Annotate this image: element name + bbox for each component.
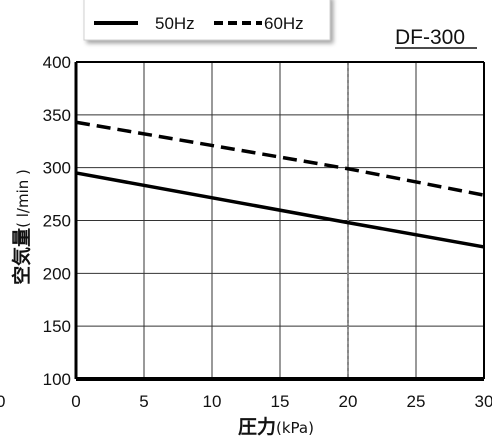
series-lines xyxy=(75,120,485,249)
x-tick-label: 10 xyxy=(203,392,222,411)
x-tick-label: 25 xyxy=(407,392,426,411)
x-tick-label: 5 xyxy=(139,392,148,411)
legend-label-60hz: 60Hz xyxy=(264,14,304,33)
legend-label-50hz: 50Hz xyxy=(155,14,195,33)
y-axis-label-unit: ( l/min ) xyxy=(14,169,32,228)
x-tick-label: 15 xyxy=(271,392,290,411)
y-tick-label: 250 xyxy=(43,212,71,231)
y-axis-ticks: 100 150 200 250 300 350 400 xyxy=(43,53,71,389)
grid xyxy=(76,62,484,379)
y-tick-label: 300 xyxy=(43,159,71,178)
x-tick-label: 0 xyxy=(71,392,80,411)
y-tick-label: 350 xyxy=(43,106,71,125)
x-axis-label-text: 圧力 xyxy=(238,415,276,438)
x-axis-ticks: 0 5 10 15 20 25 30 xyxy=(71,392,492,411)
y-tick-label: 400 xyxy=(43,53,71,72)
x-axis-label: 圧力(kPa) xyxy=(238,415,314,438)
x-tick-label: 30 xyxy=(475,392,492,411)
x-axis-label-unit: (kPa) xyxy=(276,419,314,437)
x-tick-label-offscreen: 0 xyxy=(0,392,5,411)
y-axis-label: 空気量( l/min ) xyxy=(10,169,33,285)
y-tick-label: 150 xyxy=(43,317,71,336)
plot-frame xyxy=(74,61,485,381)
series-line-60hz xyxy=(75,120,485,197)
legend-box xyxy=(83,0,331,41)
model-label: DF-300 xyxy=(395,26,465,49)
x-tick-label: 20 xyxy=(339,392,358,411)
y-axis-label-text: 空気量 xyxy=(10,228,33,285)
y-tick-label: 100 xyxy=(43,370,71,389)
legend: 50Hz 60Hz xyxy=(83,0,331,41)
y-tick-label: 200 xyxy=(43,264,71,283)
series-line-50hz xyxy=(75,171,485,249)
